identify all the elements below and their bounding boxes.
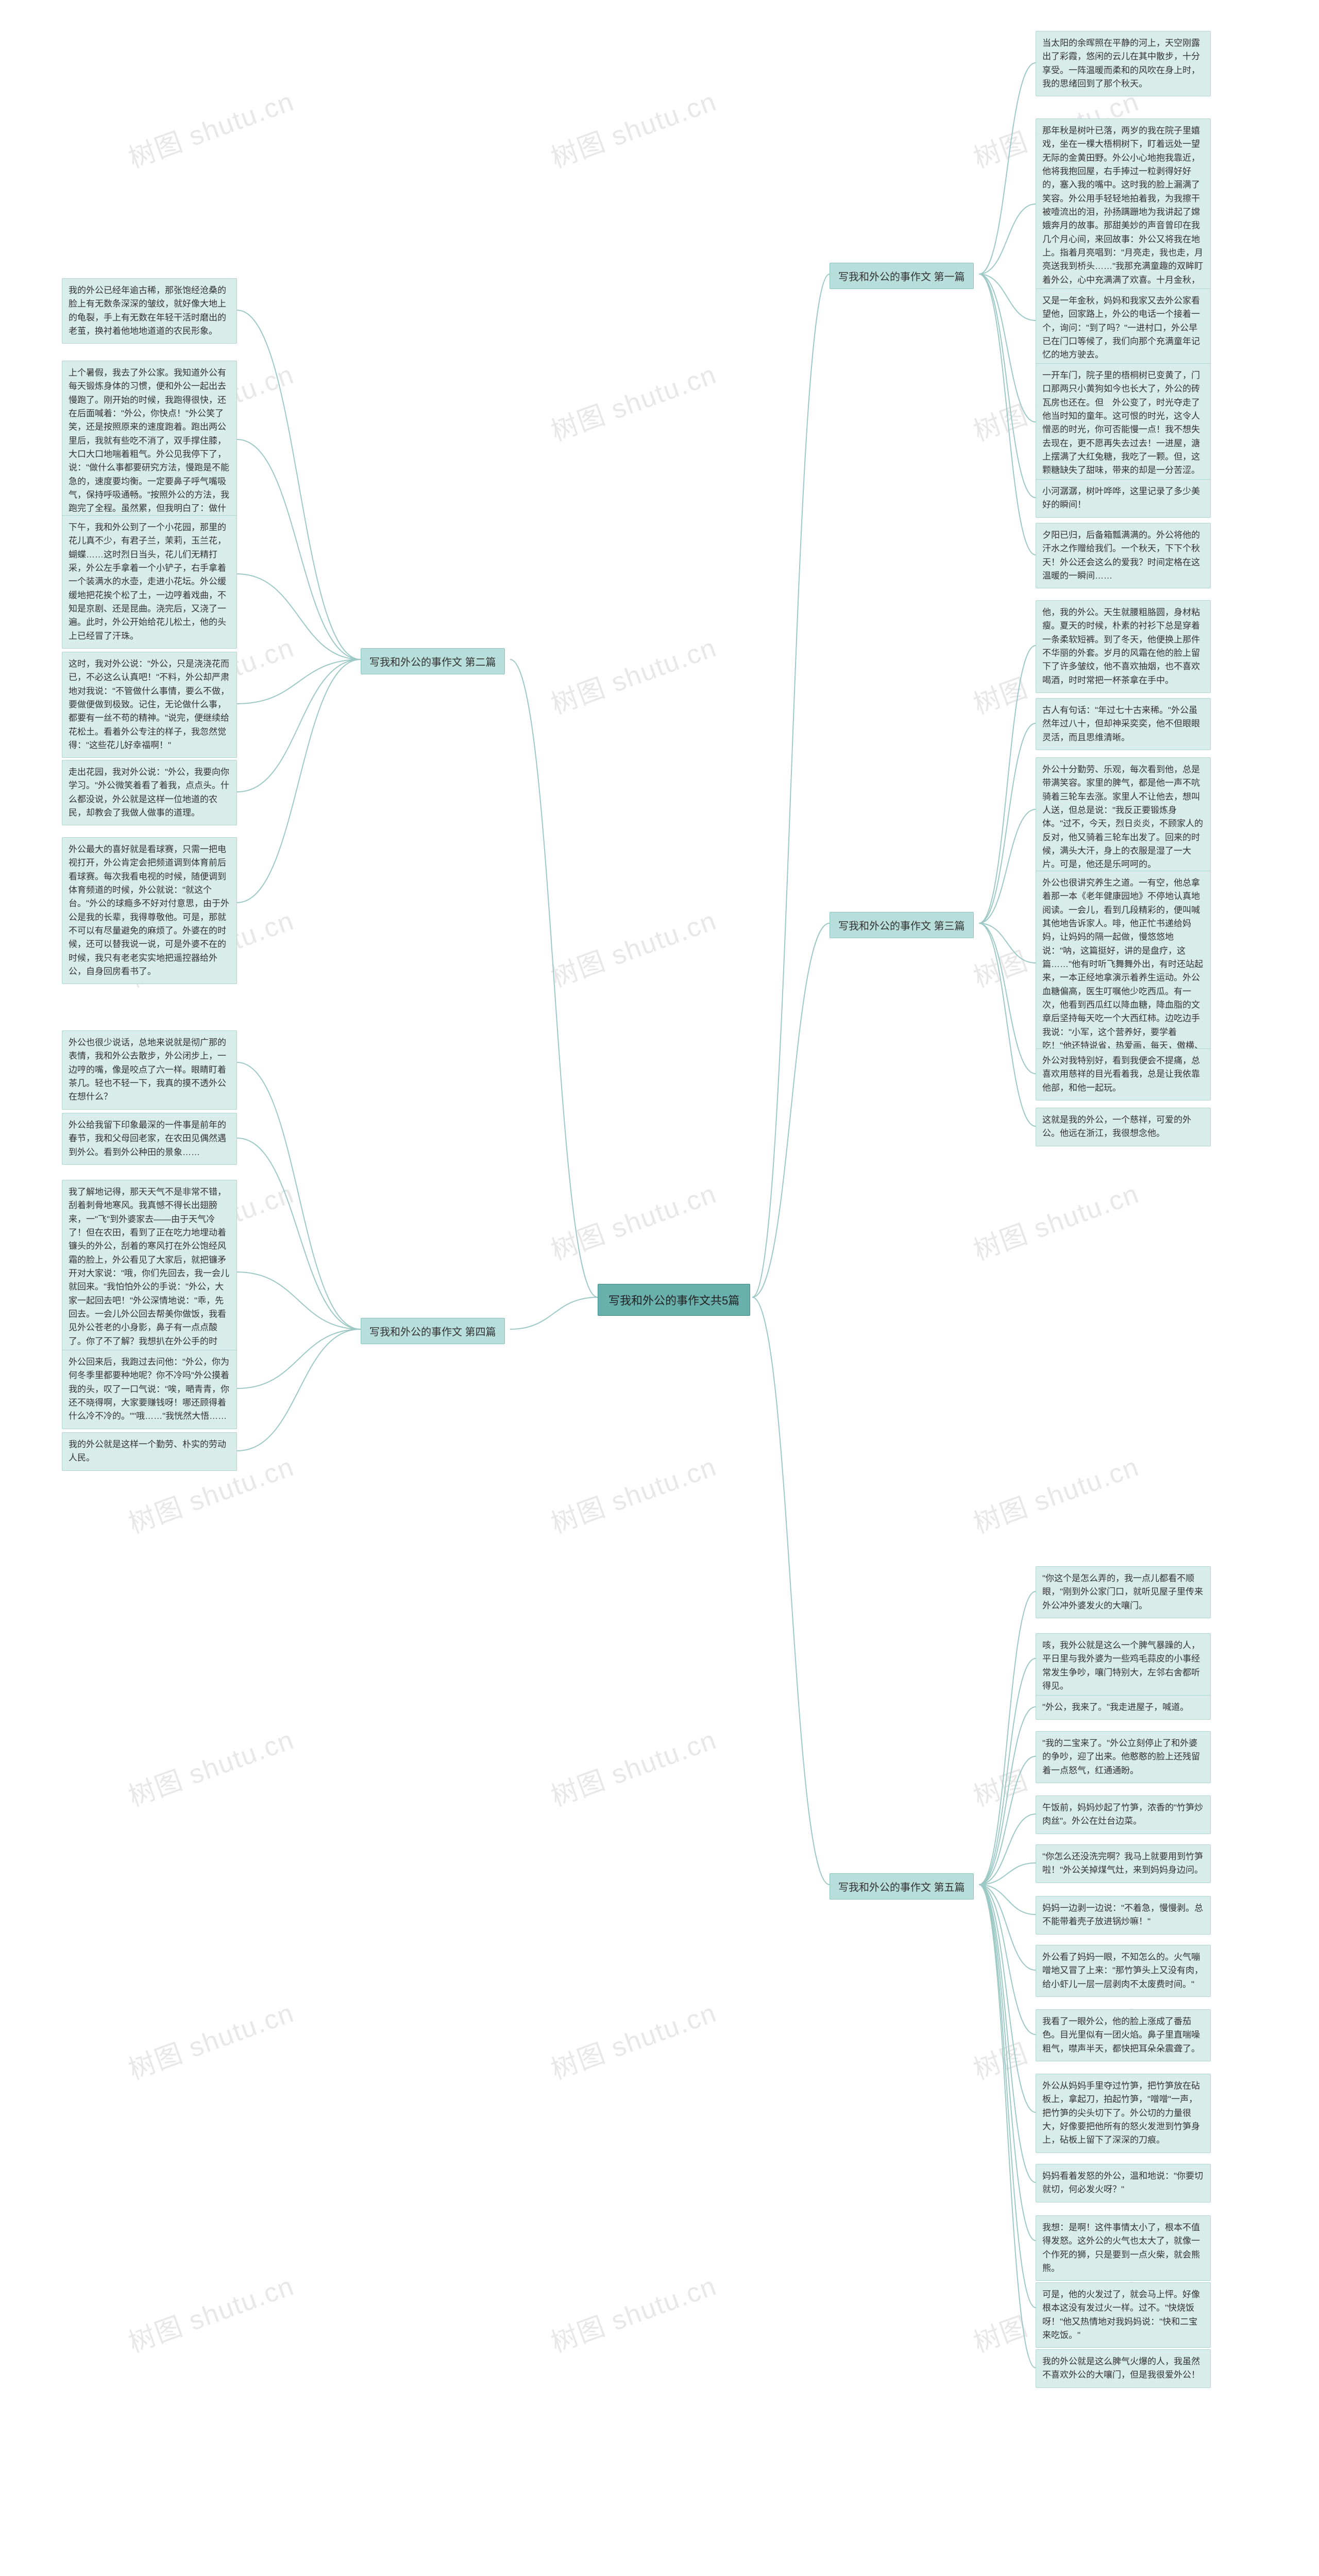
watermark: 树图 shutu.cn — [122, 1991, 298, 2087]
watermark: 树图 shutu.cn — [545, 1718, 721, 1814]
watermark: 树图 shutu.cn — [545, 1445, 721, 1541]
leaf-node: 外公也很讲究养生之道。一有空，他总拿着那一本《老年健康园地》不停地认真地阅读。一… — [1036, 871, 1211, 1072]
branch-node: 写我和外公的事作文 第三篇 — [830, 912, 974, 938]
branch-node: 写我和外公的事作文 第五篇 — [830, 1873, 974, 1900]
watermark: 树图 shutu.cn — [122, 1718, 298, 1814]
leaf-node: 当太阳的余晖照在平静的河上，天空刚露出了彩霞，悠闲的云儿在其中散步，十分享受。一… — [1036, 31, 1211, 96]
root-node: 写我和外公的事作文共5篇 — [598, 1284, 750, 1316]
leaf-node: 小河潺潺，树叶哗哗，这里记录了多少美好的瞬间！ — [1036, 479, 1211, 518]
leaf-node: 妈妈看着发怒的外公，温和地说："你要切就切，何必发火呀？" — [1036, 2164, 1211, 2202]
leaf-node: 上个暑假，我去了外公家。我知道外公有每天锻炼身体的习惯，便和外公一起出去慢跑了。… — [62, 361, 237, 535]
leaf-node: 外公对我特别好，看到我便会不提痛，总喜欢用慈祥的目光看着我，总是让我依靠他部，和… — [1036, 1048, 1211, 1100]
leaf-node: 下午，我和外公到了一个小花园，那里的花儿真不少，有君子兰，茉莉，玉兰花，蝴蝶……… — [62, 515, 237, 649]
leaf-node: "外公，我来了。"我走进屋子，喊道。 — [1036, 1695, 1211, 1720]
leaf-node: 我的外公已经年逾古稀，那张饱经沧桑的脸上有无数条深深的皱纹，就好像大地上的龟裂，… — [62, 278, 237, 344]
watermark: 树图 shutu.cn — [545, 2264, 721, 2360]
watermark: 树图 shutu.cn — [122, 2264, 298, 2360]
watermark: 树图 shutu.cn — [545, 1172, 721, 1268]
watermark: 树图 shutu.cn — [545, 626, 721, 722]
leaf-node: 古人有句话："年过七十古来稀。"外公虽然年过八十，但却神采奕奕，他不但眼眼灵活，… — [1036, 698, 1211, 750]
branch-node: 写我和外公的事作文 第二篇 — [361, 648, 505, 674]
leaf-node: "我的二宝来了。"外公立刻停止了和外婆的争吵，迎了出来。他憨憨的脸上还残留着一点… — [1036, 1731, 1211, 1783]
leaf-node: 这时，我对外公说："外公，只是浇浇花而已，不必这么认真吧！"不料，外公却严肃地对… — [62, 652, 237, 758]
leaf-node: 外公最大的喜好就是看球赛，只需一把电视打开，外公肯定会把频道调到体育前后看球赛。… — [62, 837, 237, 984]
leaf-node: 可是，他的火发过了，就会马上怦。好像根本这没有发过火一样。过不。"快烧饭呀！"他… — [1036, 2282, 1211, 2348]
leaf-node: 我的外公就是这样一个勤劳、朴实的劳动人民。 — [62, 1432, 237, 1471]
leaf-node: 一开车门，院子里的梧桐树已变黄了，门口那两只小黄狗如今也长大了，外公的砖瓦房也还… — [1036, 363, 1211, 497]
leaf-node: 他，我的外公。天生就腰粗胳圆，身材粘瘦。夏天的时候，朴素的衬衫下总是穿着一条柔软… — [1036, 600, 1211, 693]
leaf-node: 这就是我的外公，一个慈祥，可爱的外公。他远在浙江，我很想念他。 — [1036, 1108, 1211, 1146]
leaf-node: 外公十分勤劳、乐观，每次看到他，总是带满笑容。家里的脾气，都是他一声不吭骑着三轮… — [1036, 757, 1211, 877]
leaf-node: 我的外公就是这么脾气火爆的人，我虽然不喜欢外公的大嚷门，但是我很爱外公！ — [1036, 2349, 1211, 2388]
watermark: 树图 shutu.cn — [545, 80, 721, 176]
leaf-node: 妈妈一边剥一边说："不着急，慢慢剥。总不能带着壳子放进锅炒嘛！" — [1036, 1896, 1211, 1935]
leaf-node: 我看了一眼外公，他的脸上涨成了番茄色。目光里似有一团火焰。鼻子里直喘噪粗气，噤声… — [1036, 2009, 1211, 2061]
watermark: 树图 shutu.cn — [545, 353, 721, 449]
branch-node: 写我和外公的事作文 第四篇 — [361, 1318, 505, 1344]
watermark: 树图 shutu.cn — [545, 899, 721, 995]
leaf-node: 我想：是啊！这件事情太小了，根本不值得发怒。这外公的火气也太大了，就像一个作死的… — [1036, 2215, 1211, 2281]
leaf-node: 午饭前，妈妈炒起了竹笋，浓香的"竹笋炒肉丝"。外公在灶台边菜。 — [1036, 1795, 1211, 1834]
watermark: 树图 shutu.cn — [967, 1172, 1143, 1268]
leaf-node: "你怎么还没洗完啊？我马上就要用到竹笋啦！"外公关掉煤气灶，来到妈妈身边问。 — [1036, 1844, 1211, 1883]
watermark: 树图 shutu.cn — [967, 1445, 1143, 1541]
watermark: 树图 shutu.cn — [545, 1991, 721, 2087]
leaf-node: 外公回来后，我跑过去问他："外公，你为何冬季里都要种地呢？你不冷吗"外公摸着我的… — [62, 1350, 237, 1429]
branch-node: 写我和外公的事作文 第一篇 — [830, 263, 974, 289]
leaf-node: 咳，我外公就是这么一个脾气暴躁的人，平日里与我外婆为一些鸡毛蒜皮的小事经常发生争… — [1036, 1633, 1211, 1699]
leaf-node: "你这个是怎么弄的，我一点儿都看不顺眼，"刚到外公家门口，就听见屋子里传来外公冲… — [1036, 1566, 1211, 1618]
leaf-node: 外公给我留下印象最深的一件事是前年的春节，我和父母回老家，在农田见偶然遇到外公。… — [62, 1113, 237, 1165]
leaf-node: 外公也很少说话，总地来说就是彻广那的表情，我和外公去散步，外公闭步上，一边哼的嘴… — [62, 1030, 237, 1110]
watermark: 树图 shutu.cn — [122, 80, 298, 176]
leaf-node: 外公看了妈妈一眼，不知怎么的。火气嘣噌地又冒了上来："那竹笋头上又没有肉，给小虾… — [1036, 1945, 1211, 1997]
leaf-node: 夕阳已归，后备箱瓢满满的。外公将他的汗水之作赠给我们。一个秋天，下下个秋天！外公… — [1036, 523, 1211, 588]
leaf-node: 又是一年金秋，妈妈和我家又去外公家看望他，回家路上，外公的电话一个接着一个，询问… — [1036, 289, 1211, 368]
leaf-node: 走出花园，我对外公说："外公，我要向你学习。"外公微笑着看了着我，点点头。什么都… — [62, 760, 237, 825]
leaf-node: 外公从妈妈手里夺过竹笋，把竹笋放在砧板上，拿起刀，拍起竹笋，"噌噌"一声，把竹笋… — [1036, 2074, 1211, 2153]
